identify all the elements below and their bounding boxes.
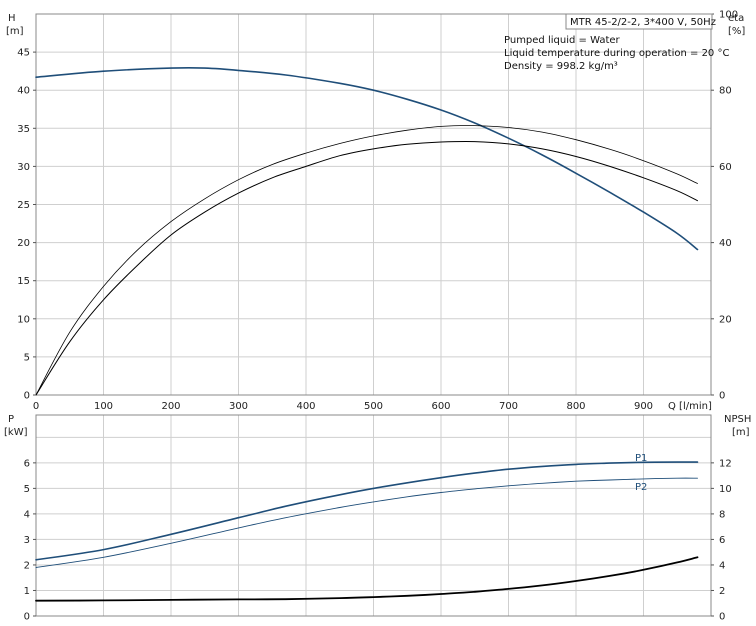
top-x-tick-label: 300 [229, 401, 248, 412]
bottom-chart-series [35, 461, 699, 602]
top-y-left-label-unit: [m] [6, 26, 24, 37]
series-label-p2: P2 [635, 482, 647, 493]
top-series-line-0 [35, 66, 699, 251]
annotation-liquid-temperature: Liquid temperature during operation = 20… [504, 48, 729, 59]
top-x-tick-label: 200 [161, 401, 180, 412]
bot-plot-frame [35, 414, 712, 617]
chart-title: MTR 45-2/2-2, 3*400 V, 50Hz [570, 17, 716, 28]
bot-right-tick-label: 8 [719, 509, 725, 520]
bot-right-tick-label: 2 [719, 586, 725, 597]
top-x-tick-label: 100 [94, 401, 113, 412]
bot-right-tick-label: 4 [719, 560, 725, 571]
bottom-y-right-label-npsh: NPSH [724, 414, 751, 425]
top-right-tick-label: 80 [719, 86, 732, 97]
bot-series-line-p2 [35, 477, 698, 568]
top-x-tick-label: 700 [499, 401, 518, 412]
bottom-y-right-label-unit: [m] [732, 427, 750, 438]
top-x-axis-label: Q [l/min] [668, 401, 712, 412]
bottom-chart-frame [35, 414, 712, 617]
top-left-tick-label: 20 [17, 238, 30, 249]
title-box [565, 13, 713, 30]
top-x-tick-label: 400 [296, 401, 315, 412]
top-left-tick-label: 10 [17, 314, 30, 325]
top-x-tick-label: 600 [431, 401, 450, 412]
top-chart-series [35, 66, 699, 396]
bot-right-tick-label: 0 [719, 612, 725, 623]
top-right-tick-label: 0 [719, 391, 725, 402]
bot-series-line-2 [35, 556, 699, 602]
top-series-line-2 [35, 125, 698, 396]
top-left-tick-label: 40 [17, 86, 30, 97]
top-right-tick-label: 100 [719, 10, 738, 21]
top-left-tick-label: 5 [24, 352, 30, 363]
bot-left-tick-label: 1 [24, 586, 30, 597]
top-right-tick-label: 60 [719, 162, 732, 173]
bot-series-line-p1 [35, 461, 699, 561]
bot-left-tick-label: 3 [24, 535, 30, 546]
bot-left-tick-label: 5 [24, 484, 30, 495]
top-x-tick-label: 0 [33, 401, 39, 412]
top-left-tick-label: 45 [17, 48, 30, 59]
top-left-tick-label: 0 [24, 391, 30, 402]
top-y-right-label-unit: [%] [728, 26, 745, 37]
top-y-left-label-h: H [8, 13, 16, 24]
bottom-y-left-label-unit: [kW] [4, 427, 28, 438]
top-left-tick-label: 15 [17, 276, 30, 287]
top-left-tick-label: 30 [17, 162, 30, 173]
annotation-pumped-liquid: Pumped liquid = Water [504, 35, 621, 46]
bot-left-tick-label: 6 [24, 458, 30, 469]
top-chart-tick-labels: 0 5 10 15 20 25 30 35 40 45 0 20 40 60 80 100 0 100 200 300… [17, 10, 738, 413]
top-x-tick-label: 500 [364, 401, 383, 412]
bot-left-tick-label: 0 [24, 612, 30, 623]
bot-left-tick-label: 2 [24, 560, 30, 571]
bot-left-tick-label: 4 [24, 509, 30, 520]
bottom-chart-grid [35, 415, 712, 617]
annotation-density: Density = 998.2 kg/m³ [504, 61, 618, 72]
top-left-tick-label: 25 [17, 200, 30, 211]
bot-right-tick-label: 10 [719, 484, 732, 495]
series-label-p1: P1 [635, 453, 647, 464]
bot-right-tick-label: 6 [719, 535, 725, 546]
top-series-line-1 [35, 140, 698, 396]
top-right-tick-label: 40 [719, 238, 732, 249]
top-y-right-label-eta: eta [728, 13, 744, 24]
bot-right-tick-label: 12 [719, 458, 732, 469]
bottom-y-left-label-p: P [8, 414, 14, 425]
top-left-tick-label: 35 [17, 124, 30, 135]
top-right-tick-label: 20 [719, 314, 732, 325]
top-x-tick-label: 800 [566, 401, 585, 412]
top-x-tick-label: 900 [634, 401, 653, 412]
